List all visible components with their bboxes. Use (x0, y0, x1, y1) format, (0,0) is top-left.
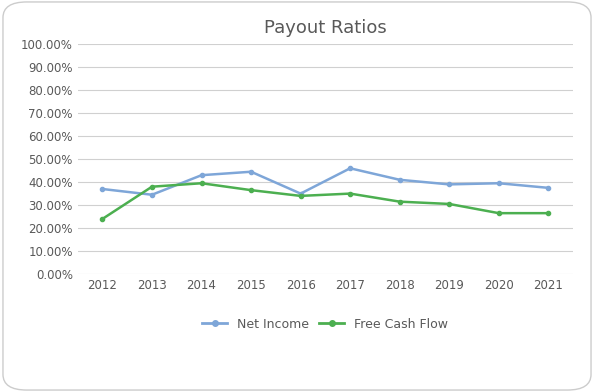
Free Cash Flow (248, 188, 255, 192)
Net Income (446, 182, 453, 187)
Free Cash Flow (198, 181, 205, 185)
Title: Payout Ratios: Payout Ratios (264, 19, 387, 37)
Line: Free Cash Flow: Free Cash Flow (100, 181, 551, 221)
Net Income (396, 178, 403, 182)
Free Cash Flow (545, 211, 552, 216)
Net Income (148, 192, 156, 197)
Free Cash Flow (396, 199, 403, 204)
Free Cash Flow (99, 216, 106, 221)
Net Income (99, 187, 106, 191)
Legend: Net Income, Free Cash Flow: Net Income, Free Cash Flow (197, 312, 453, 336)
Line: Net Income: Net Income (100, 166, 551, 197)
Free Cash Flow (446, 201, 453, 206)
Net Income (545, 185, 552, 190)
Free Cash Flow (297, 194, 304, 198)
Net Income (495, 181, 503, 185)
Net Income (346, 166, 353, 171)
Net Income (297, 191, 304, 196)
Free Cash Flow (346, 191, 353, 196)
Net Income (198, 173, 205, 178)
Net Income (248, 169, 255, 174)
Free Cash Flow (148, 184, 156, 189)
Free Cash Flow (495, 211, 503, 216)
